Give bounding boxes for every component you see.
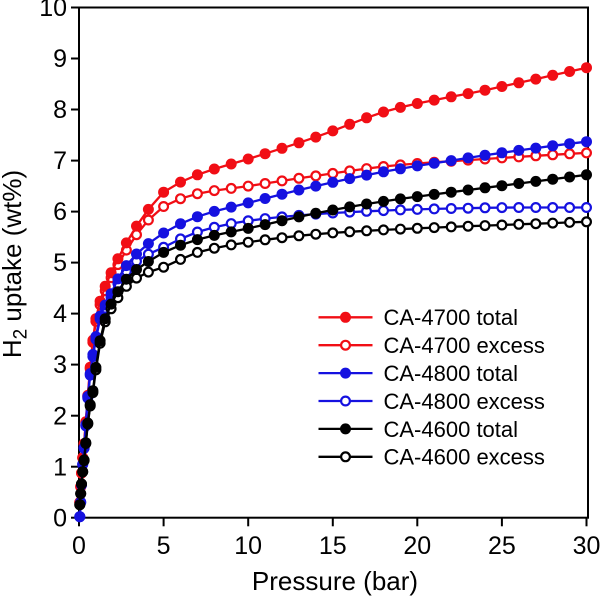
svg-text:H2 uptake (wt%): H2 uptake (wt%) [0,170,32,358]
svg-text:6: 6 [53,198,67,226]
svg-text:25: 25 [488,532,516,560]
svg-text:3: 3 [53,351,67,379]
svg-text:9: 9 [53,45,67,73]
svg-text:2: 2 [53,402,67,430]
svg-text:Pressure (bar): Pressure (bar) [252,566,418,596]
svg-text:CA-4600 total: CA-4600 total [384,417,519,442]
svg-text:30: 30 [573,532,600,560]
svg-text:10: 10 [234,532,262,560]
svg-text:20: 20 [403,532,431,560]
svg-text:7: 7 [53,147,67,175]
svg-text:0: 0 [72,532,86,560]
svg-text:10: 10 [39,0,67,22]
svg-text:5: 5 [53,249,67,277]
svg-text:4: 4 [53,300,67,328]
svg-text:15: 15 [319,532,347,560]
svg-text:CA-4700 excess: CA-4700 excess [384,333,545,358]
svg-text:8: 8 [53,96,67,124]
svg-text:0: 0 [53,504,67,532]
svg-text:5: 5 [157,532,171,560]
svg-text:1: 1 [53,453,67,481]
svg-text:CA-4600 excess: CA-4600 excess [384,445,545,470]
svg-text:CA-4800 total: CA-4800 total [384,361,519,386]
svg-text:CA-4800 excess: CA-4800 excess [384,389,545,414]
svg-text:CA-4700 total: CA-4700 total [384,305,519,330]
